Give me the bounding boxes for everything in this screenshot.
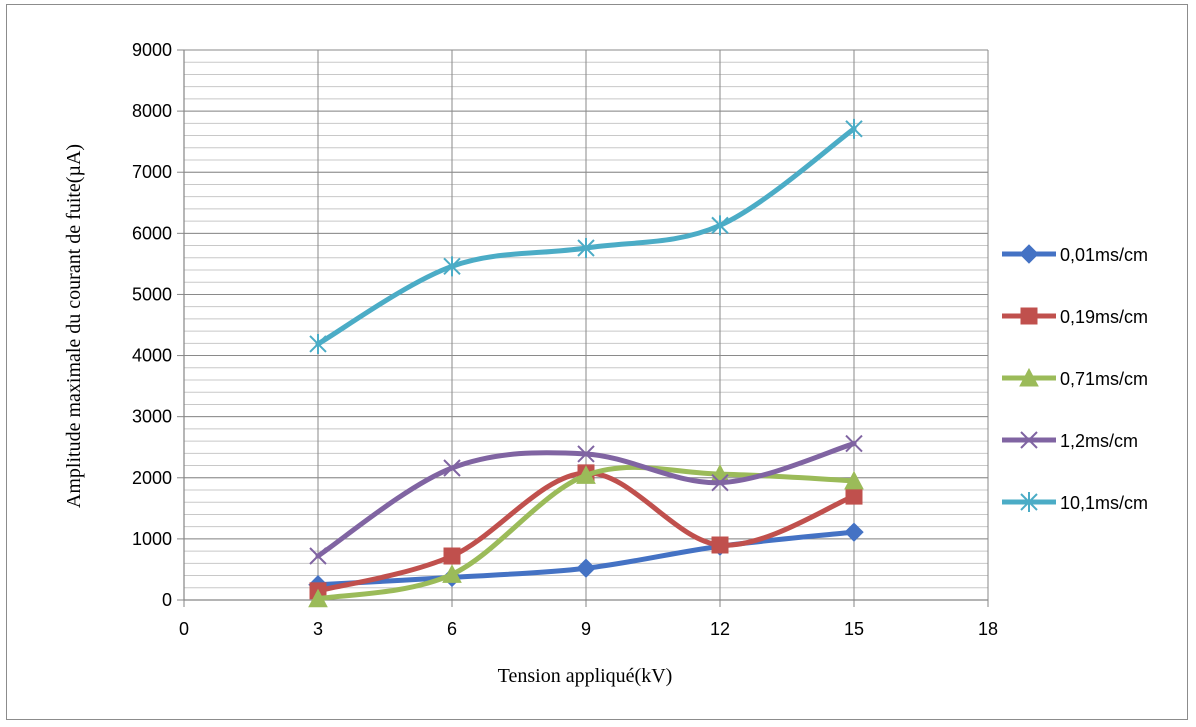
y-tick-label: 9000 — [132, 40, 172, 60]
x-tick-label: 0 — [179, 619, 189, 639]
data-point-square — [443, 547, 461, 565]
axes — [177, 49, 989, 607]
data-point-triangle — [442, 564, 462, 583]
y-tick-label: 5000 — [132, 284, 172, 304]
legend-item: 0,01ms/cm — [1002, 244, 1148, 265]
data-point-star — [443, 256, 461, 277]
x-tick-label: 6 — [447, 619, 457, 639]
data-point-star — [309, 333, 327, 354]
legend-item: 10,1ms/cm — [1002, 492, 1148, 513]
y-tick-label: 4000 — [132, 346, 172, 366]
x-tick-label: 18 — [978, 619, 998, 639]
data-point-x — [711, 473, 729, 492]
y-tick-label: 6000 — [132, 223, 172, 243]
data-point-triangle — [576, 465, 596, 484]
data-point-star — [1020, 492, 1038, 512]
data-point-triangle — [844, 470, 864, 490]
data-point-x — [443, 459, 461, 477]
legend-label: 0,71ms/cm — [1060, 369, 1148, 389]
legend-item: 1,2ms/cm — [1002, 431, 1138, 451]
series-1,2ms/cm — [309, 434, 863, 565]
data-point-x — [845, 434, 863, 453]
legend-item: 0,71ms/cm — [1002, 367, 1148, 389]
data-point-diamond — [844, 522, 864, 542]
legend-item: 0,19ms/cm — [1002, 307, 1148, 327]
gridlines — [183, 49, 989, 601]
x-tick-label: 12 — [710, 619, 730, 639]
data-point-triangle — [308, 588, 328, 608]
y-tick-label: 3000 — [132, 407, 172, 427]
y-tick-label: 1000 — [132, 529, 172, 549]
data-point-square — [711, 536, 729, 554]
data-point-diamond — [576, 558, 596, 578]
x-tick-label: 3 — [313, 619, 323, 639]
y-tick-label: 2000 — [132, 468, 172, 488]
x-tick-label: 9 — [581, 619, 591, 639]
series-group — [308, 118, 864, 608]
legend-label: 1,2ms/cm — [1060, 431, 1138, 451]
legend-label: 0,01ms/cm — [1060, 245, 1148, 265]
data-point-square — [845, 487, 863, 505]
y-tick-label: 0 — [162, 590, 172, 610]
data-point-star — [711, 215, 729, 236]
data-point-x — [577, 445, 595, 463]
data-point-diamond — [1019, 244, 1039, 264]
data-point-star — [845, 118, 863, 139]
y-tick-label: 8000 — [132, 101, 172, 121]
x-tick-label: 15 — [844, 619, 864, 639]
x-axis-title: Tension appliqué(kV) — [498, 665, 673, 687]
series-10,1ms/cm — [309, 118, 863, 354]
legend-label: 10,1ms/cm — [1060, 493, 1148, 513]
legend-label: 0,19ms/cm — [1060, 307, 1148, 327]
data-point-triangle — [1019, 367, 1039, 387]
legend: 0,01ms/cm 0,19ms/cm 0,71ms/cm 1,2ms/cm 10,1m… — [1002, 244, 1148, 513]
data-point-x — [1020, 431, 1038, 449]
data-point-x — [309, 547, 327, 565]
tick-labels: 0 1000 2000 3000 4000 5000 6000 7000 8000 9000 0 3 6… — [132, 40, 998, 639]
y-tick-label: 7000 — [132, 162, 172, 182]
data-point-square — [1020, 307, 1038, 325]
y-axis-title: Amplitude maximale du courant de fuite(µ… — [63, 144, 85, 508]
data-point-star — [577, 238, 595, 258]
